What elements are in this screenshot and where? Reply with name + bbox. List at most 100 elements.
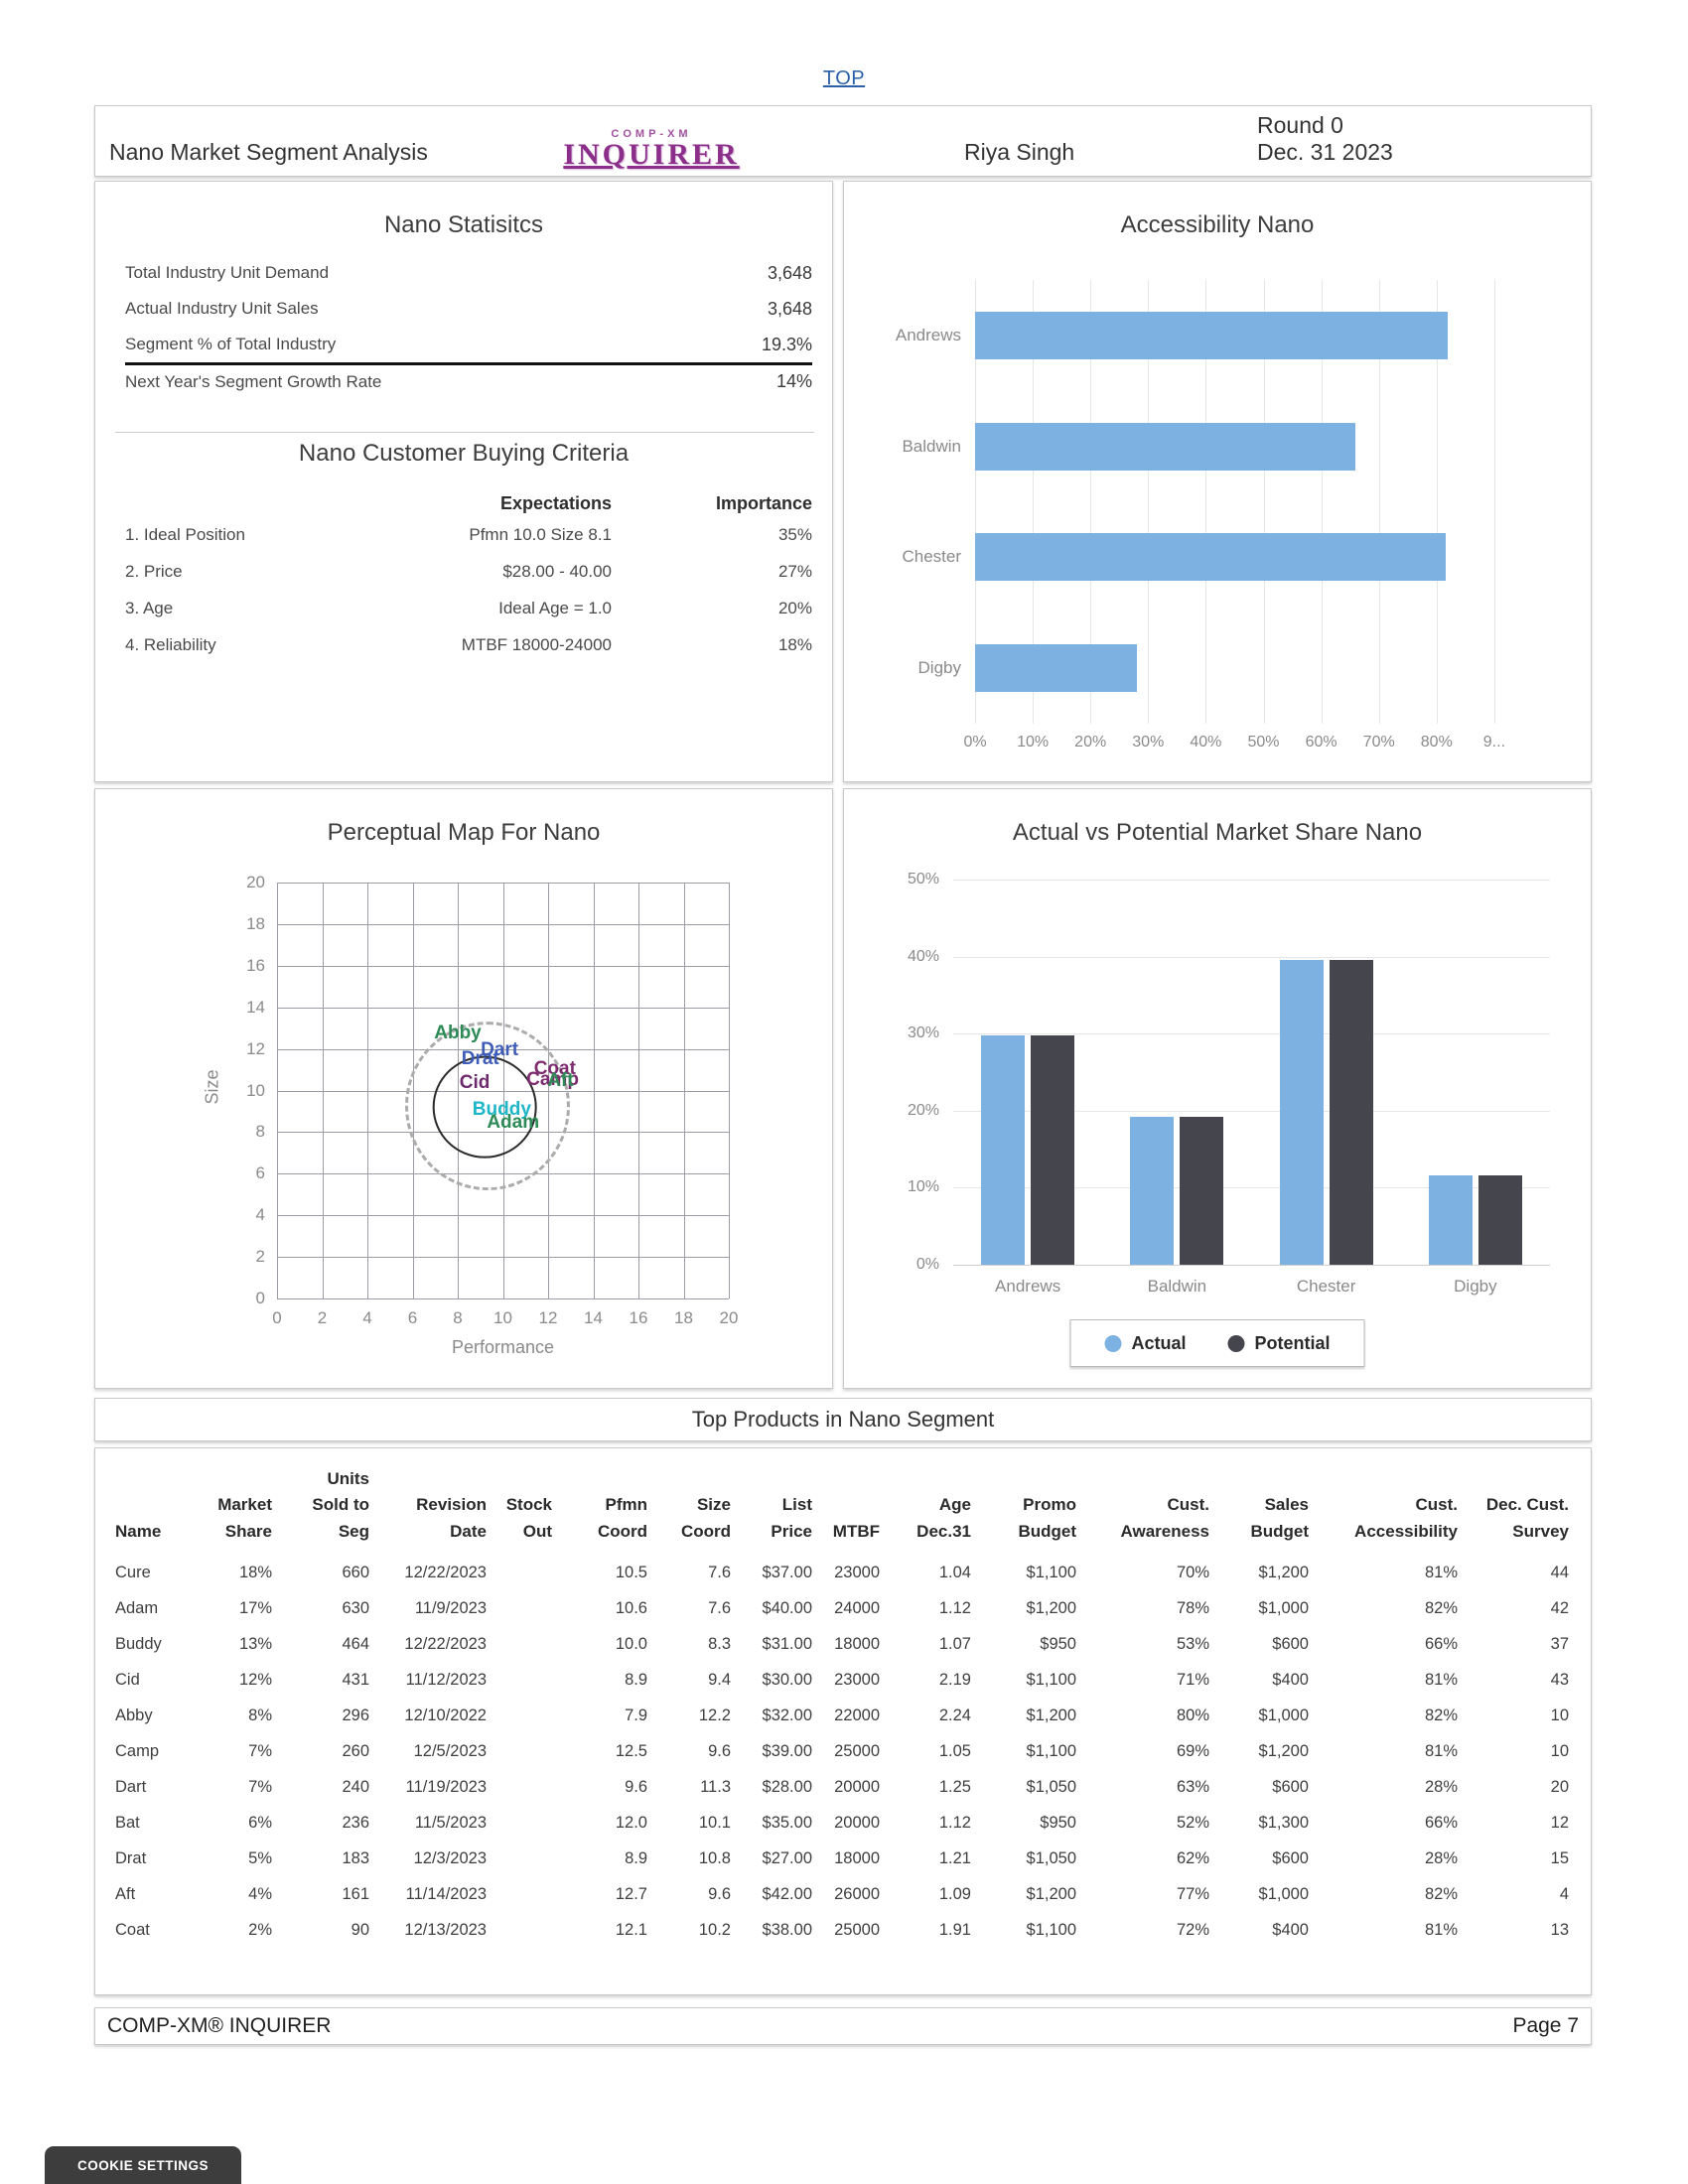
potential-legend-dot bbox=[1227, 1334, 1245, 1352]
table-row: Cid 12% 431 11/12/2023 8.9 9.4 $30.00 23000 2.19… bbox=[115, 1662, 1573, 1698]
map-x-tick: 14 bbox=[584, 1308, 603, 1327]
product-value-cell: 12.5 bbox=[615, 1741, 647, 1760]
product-value-cell: 63% bbox=[1176, 1777, 1209, 1796]
product-point-adam: Adam bbox=[487, 1111, 540, 1133]
gridline bbox=[1148, 280, 1150, 724]
column-header: List Price bbox=[771, 1495, 812, 1541]
map-y-tick: 14 bbox=[246, 997, 265, 1017]
product-value-cell: 42 bbox=[1550, 1598, 1569, 1617]
criteria-row: 1. Ideal Position Pfmn 10.0 Size 8.1 35% bbox=[125, 519, 812, 556]
page-number: Page 7 bbox=[1512, 2014, 1579, 2037]
criteria-expectation: $28.00 - 40.00 bbox=[502, 562, 612, 581]
product-value-cell: $400 bbox=[1272, 1670, 1309, 1689]
product-name-cell: Aft bbox=[115, 1884, 136, 1903]
product-name-cell: Buddy bbox=[115, 1634, 162, 1653]
bar-baldwin bbox=[975, 422, 1356, 471]
product-value-cell: 11/12/2023 bbox=[405, 1670, 487, 1689]
product-value-cell: 12/22/2023 bbox=[404, 1634, 487, 1653]
product-value-cell: 2.19 bbox=[938, 1670, 971, 1689]
round-label: Round 0 bbox=[1257, 112, 1343, 138]
product-value-cell: $38.00 bbox=[762, 1920, 812, 1939]
criteria-importance: 27% bbox=[777, 562, 812, 581]
report-footer: COMP-XM® INQUIRER Page 7 bbox=[94, 2007, 1592, 2045]
map-x-tick: 18 bbox=[674, 1308, 693, 1327]
cookie-settings-button[interactable]: COOKIE SETTINGS bbox=[45, 2146, 241, 2184]
column-header: MTBF bbox=[832, 1521, 880, 1541]
product-value-cell: 82% bbox=[1424, 1598, 1458, 1617]
product-value-cell: 1.12 bbox=[938, 1598, 971, 1617]
stat-value: 19.3% bbox=[761, 334, 812, 354]
product-value-cell: 260 bbox=[342, 1741, 369, 1760]
legend-label: Actual bbox=[1131, 1332, 1187, 1353]
product-value-cell: 1.07 bbox=[938, 1634, 971, 1653]
bar-andrews bbox=[975, 311, 1449, 359]
product-value-cell: 11.3 bbox=[700, 1777, 731, 1796]
market-share-chart-title: Actual vs Potential Market Share Nano bbox=[1012, 819, 1423, 846]
product-value-cell: 2.24 bbox=[938, 1706, 971, 1724]
product-value-cell: $1,200 bbox=[1258, 1563, 1309, 1581]
x-tick-label: 9... bbox=[1482, 734, 1506, 751]
product-point-aft: Aft bbox=[547, 1070, 574, 1092]
map-y-tick: 18 bbox=[246, 913, 265, 933]
map-y-tick: 2 bbox=[255, 1247, 265, 1267]
table-row: Abby 8% 296 12/10/2022 7.9 12.2 $32.00 22000 2.2… bbox=[115, 1698, 1573, 1733]
criteria-importance: 20% bbox=[777, 599, 812, 617]
product-value-cell: 660 bbox=[342, 1563, 369, 1581]
logo-comp-xm-text: COMP-XM bbox=[611, 128, 692, 140]
gridline bbox=[1493, 280, 1495, 724]
product-value-cell bbox=[491, 1912, 556, 1948]
y-tick-label: 10% bbox=[907, 1178, 939, 1196]
map-x-tick: 0 bbox=[272, 1308, 282, 1327]
product-value-cell: 464 bbox=[342, 1634, 369, 1653]
product-value-cell: 7.6 bbox=[708, 1563, 731, 1581]
map-y-tick: 10 bbox=[246, 1080, 265, 1100]
column-header: Cust. Awareness bbox=[1120, 1495, 1209, 1541]
x-tick-label: 40% bbox=[1190, 734, 1222, 751]
nano-statistics-table: Total Industry Unit Demand 3,648 Actual In… bbox=[125, 255, 812, 398]
page-title: Nano Market Segment Analysis bbox=[109, 139, 428, 165]
product-value-cell: 240 bbox=[342, 1777, 369, 1796]
map-gridline bbox=[277, 965, 729, 967]
product-value-cell: 81% bbox=[1424, 1670, 1458, 1689]
map-y-tick: 12 bbox=[246, 1038, 265, 1058]
actual-bar-baldwin bbox=[1130, 1117, 1175, 1265]
stat-row: Total Industry Unit Demand 3,648 bbox=[125, 255, 812, 291]
top-link[interactable]: TOP bbox=[822, 68, 866, 89]
stat-label: Next Year's Segment Growth Rate bbox=[125, 371, 382, 391]
category-label: Baldwin bbox=[1147, 1277, 1207, 1296]
x-tick-label: 0% bbox=[963, 734, 987, 751]
product-value-cell: 20 bbox=[1550, 1777, 1569, 1796]
product-value-cell: 236 bbox=[342, 1813, 369, 1832]
product-value-cell: 72% bbox=[1176, 1920, 1209, 1939]
product-value-cell: 5% bbox=[248, 1848, 272, 1867]
product-value-cell: 12/22/2023 bbox=[404, 1563, 487, 1581]
product-value-cell: $1,050 bbox=[1026, 1777, 1076, 1796]
product-name-cell: Adam bbox=[115, 1598, 159, 1617]
gridline bbox=[1378, 280, 1380, 724]
map-gridline bbox=[277, 883, 729, 884]
product-value-cell: 7% bbox=[248, 1777, 272, 1796]
y-tick-label: 20% bbox=[907, 1101, 939, 1119]
category-label: Andrews bbox=[895, 325, 961, 344]
map-y-axis-label: Size bbox=[202, 1069, 222, 1105]
x-tick-label: 70% bbox=[1362, 734, 1395, 751]
criteria-label: 3. Age bbox=[125, 599, 174, 617]
product-value-cell: 11/14/2023 bbox=[405, 1884, 487, 1903]
product-value-cell: 18000 bbox=[834, 1634, 880, 1653]
product-value-cell: 1.04 bbox=[938, 1563, 971, 1581]
product-value-cell: 9.6 bbox=[708, 1741, 731, 1760]
table-row: Coat 2% 90 12/13/2023 12.1 10.2 $38.00 25000 1.9… bbox=[115, 1912, 1573, 1948]
product-value-cell: 20000 bbox=[834, 1777, 880, 1796]
product-value-cell: $950 bbox=[1040, 1813, 1076, 1832]
footer-brand: COMP-XM® INQUIRER bbox=[107, 2014, 332, 2037]
map-gridline bbox=[277, 1257, 729, 1259]
product-value-cell: 1.12 bbox=[938, 1813, 971, 1832]
product-name-cell: Bat bbox=[115, 1813, 140, 1832]
product-point-camp: Camp bbox=[526, 1069, 579, 1091]
table-header-row: Name Market Share Units Sold to Seg Revisio… bbox=[115, 1466, 1573, 1555]
product-value-cell bbox=[491, 1590, 556, 1626]
product-value-cell: 1.21 bbox=[938, 1848, 971, 1867]
product-value-cell: $27.00 bbox=[762, 1848, 812, 1867]
stat-row: Segment % of Total Industry 19.3% bbox=[125, 327, 812, 362]
criteria-row: 3. Age Ideal Age = 1.0 20% bbox=[125, 593, 812, 629]
